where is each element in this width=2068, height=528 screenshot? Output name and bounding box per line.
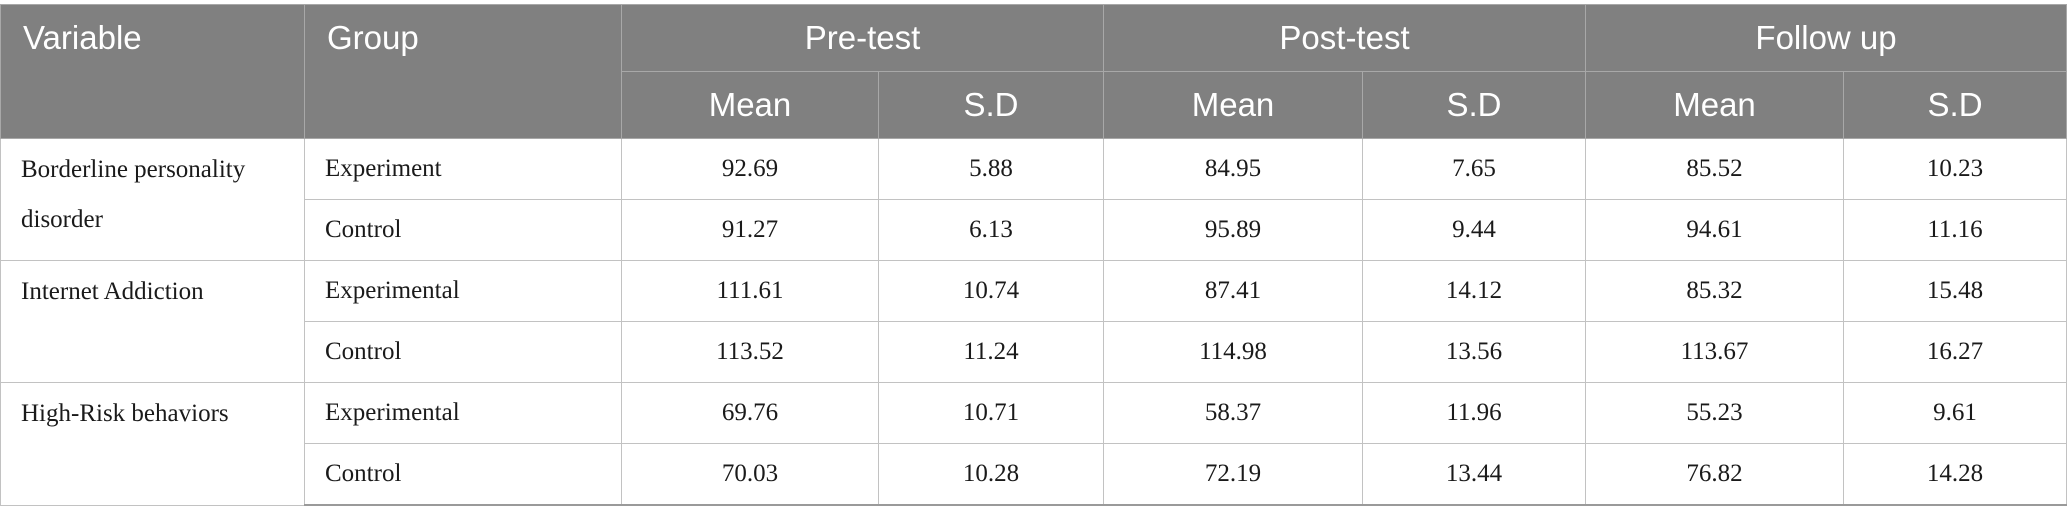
pre-mean-cell: 69.76	[621, 382, 879, 444]
table-row: Control 70.03 10.28 72.19 13.44 76.82 14…	[1, 443, 2068, 506]
pre-mean-cell: 91.27	[621, 199, 879, 261]
header-variable: Variable	[0, 4, 305, 139]
variable-cell: High-Risk behaviors	[0, 382, 305, 506]
table-row: Control 91.27 6.13 95.89 9.44 94.61 11.1…	[1, 199, 2068, 261]
group-cell: Control	[304, 443, 622, 506]
pre-mean-cell: 111.61	[621, 260, 879, 322]
post-mean-cell: 95.89	[1103, 199, 1364, 261]
fu-sd-cell: 14.28	[1843, 443, 2068, 506]
pre-sd-cell: 5.88	[877, 138, 1105, 200]
header-post-test: Post-test	[1103, 4, 1587, 72]
pre-sd-cell: 10.71	[877, 382, 1105, 444]
header-pre-sd: S.D	[877, 71, 1105, 139]
post-mean-cell: 114.98	[1103, 321, 1364, 383]
fu-mean-cell: 85.32	[1585, 260, 1845, 322]
group-cell: Experimental	[304, 382, 622, 444]
pre-mean-cell: 70.03	[621, 443, 879, 506]
group-cell: Experiment	[304, 138, 622, 200]
post-sd-cell: 11.96	[1362, 382, 1587, 444]
fu-sd-cell: 9.61	[1843, 382, 2068, 444]
variable-cell: Borderline personality disorder	[0, 138, 305, 261]
fu-mean-cell: 113.67	[1585, 321, 1845, 383]
header-group: Group	[304, 4, 622, 139]
pre-sd-cell: 6.13	[877, 199, 1105, 261]
fu-sd-cell: 10.23	[1843, 138, 2068, 200]
fu-mean-cell: 85.52	[1585, 138, 1845, 200]
header-row-top: Variable Group Pre-test Post-test Follow…	[0, 4, 2068, 139]
table-row: Control 113.52 11.24 114.98 13.56 113.67…	[1, 321, 2068, 383]
fu-sd-cell: 11.16	[1843, 199, 2068, 261]
table-row: High-Risk behaviors Experimental 69.76 1…	[0, 382, 2068, 506]
header-row-sub: Mean S.D Mean S.D Mean S.D	[1, 71, 2068, 139]
group-cell: Experimental	[304, 260, 622, 322]
variable-cell: Internet Addiction	[0, 260, 305, 383]
group-cell: Control	[304, 199, 622, 261]
descriptive-statistics-table: Variable Group Pre-test Post-test Follow…	[0, 4, 2068, 506]
post-sd-cell: 9.44	[1362, 199, 1587, 261]
post-mean-cell: 58.37	[1103, 382, 1364, 444]
header-post-mean: Mean	[1103, 71, 1364, 139]
fu-sd-cell: 16.27	[1843, 321, 2068, 383]
post-mean-cell: 72.19	[1103, 443, 1364, 506]
table-header: Variable Group Pre-test Post-test Follow…	[0, 4, 2068, 139]
post-mean-cell: 84.95	[1103, 138, 1364, 200]
pre-mean-cell: 92.69	[621, 138, 879, 200]
pre-sd-cell: 10.74	[877, 260, 1105, 322]
fu-mean-cell: 76.82	[1585, 443, 1845, 506]
header-follow-up: Follow up	[1585, 4, 2068, 72]
post-sd-cell: 13.44	[1362, 443, 1587, 506]
header-fu-sd: S.D	[1843, 71, 2068, 139]
post-sd-cell: 13.56	[1362, 321, 1587, 383]
fu-mean-cell: 55.23	[1585, 382, 1845, 444]
pre-sd-cell: 11.24	[877, 321, 1105, 383]
header-fu-mean: Mean	[1585, 71, 1845, 139]
group-cell: Control	[304, 321, 622, 383]
table-row: Internet Addiction Experimental 111.61 1…	[0, 260, 2068, 383]
fu-sd-cell: 15.48	[1843, 260, 2068, 322]
fu-mean-cell: 94.61	[1585, 199, 1845, 261]
header-post-sd: S.D	[1362, 71, 1587, 139]
pre-sd-cell: 10.28	[877, 443, 1105, 506]
post-sd-cell: 14.12	[1362, 260, 1587, 322]
post-mean-cell: 87.41	[1103, 260, 1364, 322]
post-sd-cell: 7.65	[1362, 138, 1587, 200]
header-pre-test: Pre-test	[620, 4, 1105, 72]
table-body: Borderline personality disorder Experime…	[0, 138, 2068, 506]
table-row: Borderline personality disorder Experime…	[0, 138, 2068, 261]
header-pre-mean: Mean	[621, 71, 879, 139]
pre-mean-cell: 113.52	[621, 321, 879, 383]
